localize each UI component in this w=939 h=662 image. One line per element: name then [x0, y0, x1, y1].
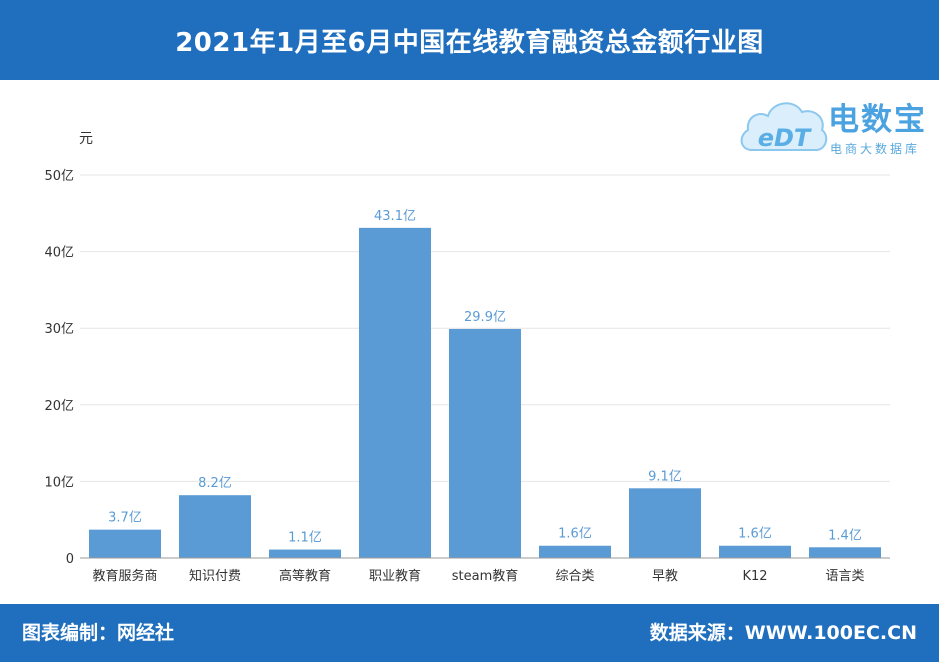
y-tick-label: 50亿 — [44, 169, 74, 184]
data-label: 9.1亿 — [648, 469, 682, 484]
data-label: 29.9亿 — [464, 310, 506, 325]
x-tick-label: 教育服务商 — [92, 568, 157, 584]
bar — [719, 545, 791, 558]
cloud-logo-icon: eDT — [740, 102, 828, 152]
bar-chart: 元 0 10亿 20亿 30亿 40亿 50亿 3.7亿 8.2亿 1.1亿 43.1亿 29.9… — [0, 80, 939, 604]
data-label: 1.6亿 — [738, 527, 772, 542]
chart-header: 2021年1月至6月中国在线教育融资总金额行业图 — [0, 0, 939, 80]
bar — [449, 328, 521, 558]
bar — [269, 549, 341, 558]
bar — [809, 547, 881, 558]
data-label: 1.4亿 — [828, 528, 862, 543]
data-label: 3.7亿 — [108, 511, 142, 526]
bar — [629, 488, 701, 558]
y-tick-label: 40亿 — [44, 246, 74, 261]
x-tick-label: 早教 — [652, 568, 678, 584]
footer-source: 数据来源：WWW.100EC.CN — [649, 622, 917, 644]
y-axis-ticks: 0 10亿 20亿 30亿 40亿 50亿 — [44, 169, 74, 567]
x-tick-label: steam教育 — [452, 568, 519, 584]
y-tick-label: 10亿 — [44, 475, 74, 490]
logo-name: 电数宝 — [828, 102, 927, 138]
logo-subtitle: 电商大数据库 — [830, 142, 921, 156]
x-axis-ticks: 教育服务商 知识付费 高等教育 职业教育 steam教育 综合类 早教 K12 语言类 — [92, 568, 864, 584]
logo-mark-text: eDT — [758, 124, 812, 152]
chart-title: 2021年1月至6月中国在线教育融资总金额行业图 — [175, 27, 764, 58]
x-tick-label: 高等教育 — [279, 568, 331, 584]
x-tick-label: K12 — [742, 569, 767, 584]
footer-credit: 图表编制：网经社 — [22, 622, 175, 644]
data-label: 43.1亿 — [374, 209, 416, 224]
data-label: 1.1亿 — [288, 531, 322, 546]
bar — [539, 545, 611, 558]
x-tick-label: 语言类 — [825, 569, 864, 584]
chart-footer: 图表编制：网经社 数据来源：WWW.100EC.CN — [0, 604, 939, 662]
bar-chart-svg: 元 0 10亿 20亿 30亿 40亿 50亿 3.7亿 8.2亿 1.1亿 43.1亿 29.9… — [44, 131, 890, 584]
y-tick-label: 0 — [66, 552, 74, 567]
data-label: 8.2亿 — [198, 476, 232, 491]
logo: eDT 电数宝 电商大数据库 — [738, 88, 938, 166]
x-tick-label: 综合类 — [555, 569, 594, 584]
bar — [359, 227, 431, 558]
x-tick-label: 知识付费 — [189, 568, 241, 584]
y-tick-label: 30亿 — [44, 322, 74, 337]
data-label: 1.6亿 — [558, 527, 592, 542]
x-tick-label: 职业教育 — [369, 568, 421, 584]
bar — [179, 495, 251, 558]
y-tick-label: 20亿 — [44, 399, 74, 414]
data-labels: 3.7亿 8.2亿 1.1亿 43.1亿 29.9亿 1.6亿 9.1亿 1.6亿 1.4亿 — [108, 209, 862, 546]
bars — [89, 227, 881, 558]
y-axis-unit: 元 — [79, 131, 93, 147]
bar — [89, 529, 161, 558]
